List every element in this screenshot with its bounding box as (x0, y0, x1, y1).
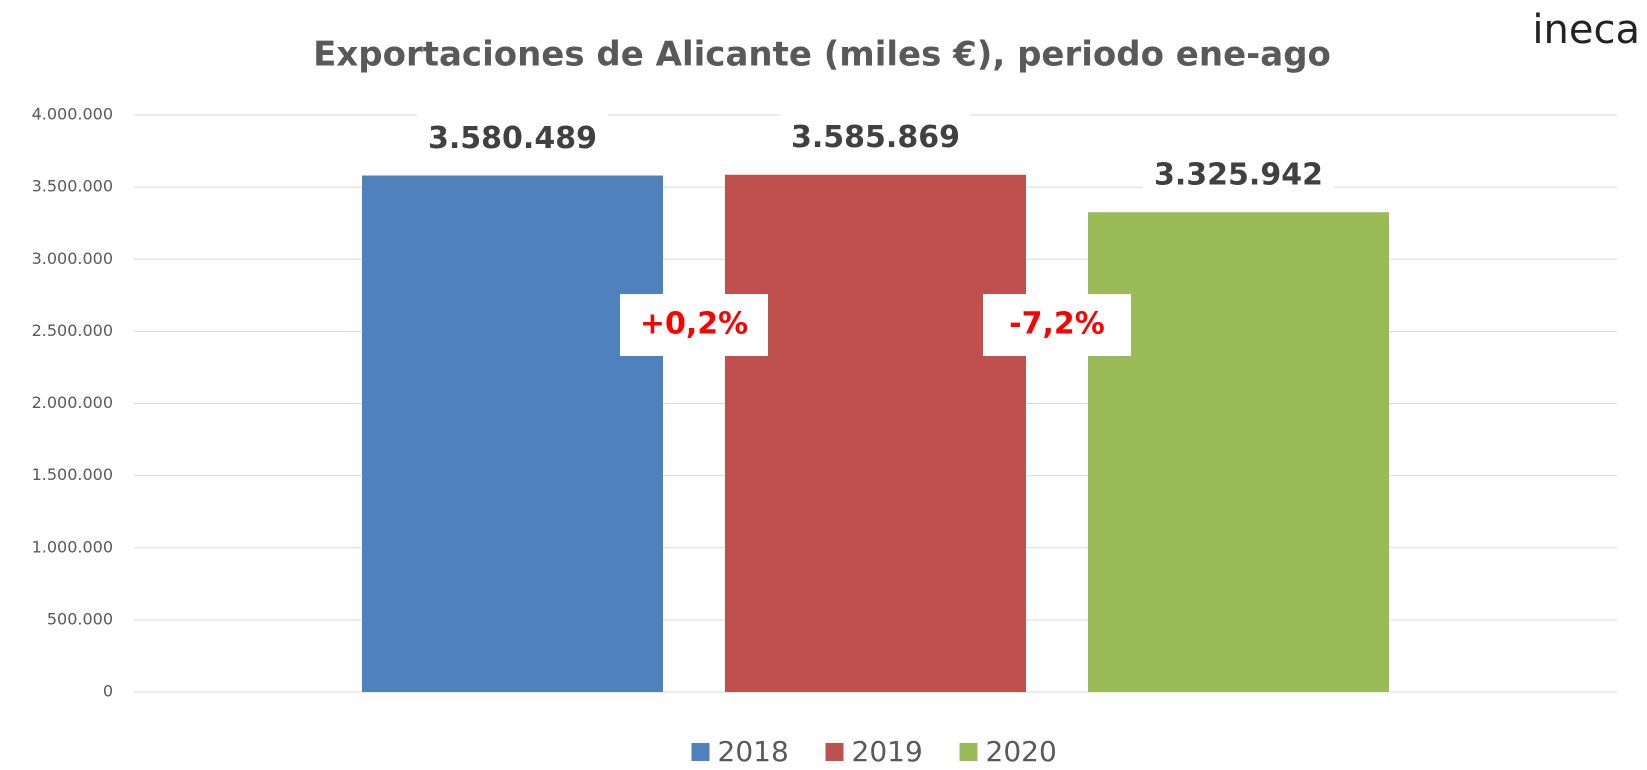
y-tick-label: 1.500.000 (32, 465, 113, 484)
y-tick-label: 3.000.000 (32, 249, 113, 268)
legend-label: 2020 (986, 735, 1057, 768)
legend-label: 2019 (852, 735, 923, 768)
logo: ineca (1532, 7, 1640, 53)
y-tick-label: 2.500.000 (32, 321, 113, 340)
y-tick-label: 0 (103, 682, 113, 701)
chart-title: Exportaciones de Alicante (miles €), per… (313, 35, 1331, 75)
legend-swatch (691, 743, 710, 761)
value-label: 3.580.489 (428, 121, 597, 156)
annotation-bg (620, 294, 768, 356)
legend-swatch (825, 743, 844, 761)
annotation: +0,2% (640, 307, 748, 342)
bar (1088, 212, 1389, 693)
value-label-bg (780, 112, 971, 165)
y-tick-label: 2.000.000 (32, 393, 113, 412)
y-tick-label: 500.000 (47, 609, 113, 628)
value-label-bg (1143, 150, 1334, 203)
bar (725, 174, 1026, 692)
value-label: 3.325.942 (1154, 158, 1323, 193)
value-label-bg (417, 113, 608, 166)
legend-label: 2018 (718, 735, 789, 768)
annotation-bg (983, 294, 1131, 356)
y-tick-label: 3.500.000 (32, 177, 113, 196)
y-tick-label: 4.000.000 (32, 105, 113, 124)
annotation: -7,2% (1009, 307, 1105, 342)
legend-swatch (959, 743, 978, 761)
value-label: 3.585.869 (791, 120, 960, 155)
bar (362, 175, 663, 692)
y-tick-label: 1.000.000 (32, 537, 113, 556)
